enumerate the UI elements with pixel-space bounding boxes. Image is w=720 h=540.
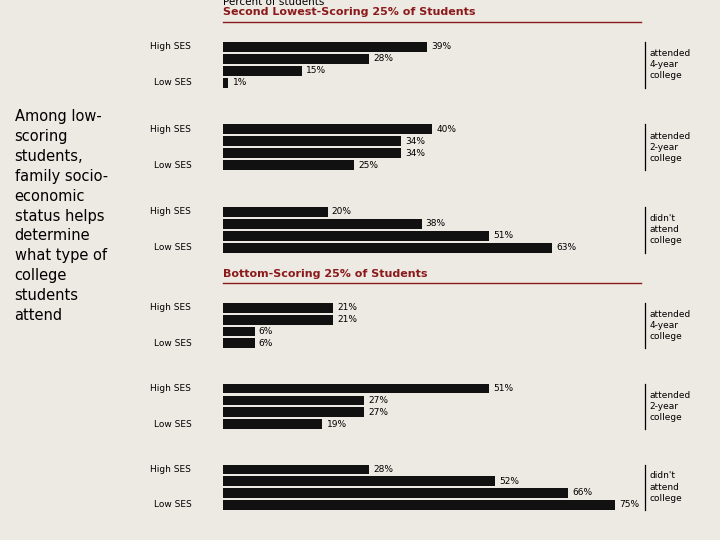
Text: High SES: High SES bbox=[150, 465, 192, 474]
Text: 20%: 20% bbox=[332, 207, 352, 216]
Bar bbox=[223, 396, 364, 405]
Bar bbox=[223, 207, 328, 217]
Text: 38%: 38% bbox=[426, 219, 446, 228]
Text: Low SES: Low SES bbox=[153, 243, 192, 252]
Text: High SES: High SES bbox=[150, 303, 192, 313]
Text: 52%: 52% bbox=[499, 477, 519, 485]
Bar bbox=[223, 315, 333, 325]
Text: High SES: High SES bbox=[150, 384, 192, 393]
Text: 25%: 25% bbox=[358, 161, 378, 170]
Bar bbox=[223, 384, 490, 394]
Bar bbox=[223, 488, 568, 498]
Text: Bottom-Scoring 25% of Students: Bottom-Scoring 25% of Students bbox=[223, 269, 428, 279]
Text: Low SES: Low SES bbox=[153, 78, 192, 87]
Text: didn't
attend
college: didn't attend college bbox=[649, 214, 682, 245]
Text: High SES: High SES bbox=[150, 125, 192, 133]
Text: 34%: 34% bbox=[405, 148, 425, 158]
Bar bbox=[223, 160, 354, 170]
Text: High SES: High SES bbox=[150, 207, 192, 216]
Text: 28%: 28% bbox=[374, 465, 394, 474]
Text: 51%: 51% bbox=[494, 384, 514, 393]
Text: Percent of students: Percent of students bbox=[223, 0, 325, 7]
Text: didn't
attend
college: didn't attend college bbox=[649, 471, 682, 503]
Text: 15%: 15% bbox=[306, 66, 326, 75]
Text: 19%: 19% bbox=[327, 420, 347, 429]
Text: 6%: 6% bbox=[258, 339, 273, 348]
Text: 39%: 39% bbox=[431, 42, 451, 51]
Text: 40%: 40% bbox=[436, 125, 456, 133]
Bar bbox=[223, 78, 228, 87]
Bar bbox=[223, 407, 364, 417]
Bar bbox=[223, 500, 615, 510]
Text: Among low-
scoring
students,
family socio-
economic
status helps
determine
what : Among low- scoring students, family soci… bbox=[14, 110, 108, 322]
Text: 1%: 1% bbox=[233, 78, 247, 87]
Text: Low SES: Low SES bbox=[153, 161, 192, 170]
Bar bbox=[223, 231, 490, 241]
Bar bbox=[223, 66, 302, 76]
Bar bbox=[223, 42, 427, 51]
Text: High SES: High SES bbox=[150, 42, 192, 51]
Bar bbox=[223, 327, 255, 336]
Text: attended
2-year
college: attended 2-year college bbox=[649, 132, 690, 163]
Bar bbox=[223, 476, 495, 486]
Bar bbox=[223, 303, 333, 313]
Text: attended
4-year
college: attended 4-year college bbox=[649, 310, 690, 341]
Text: 21%: 21% bbox=[337, 303, 357, 313]
Text: Second Lowest-Scoring 25% of Students: Second Lowest-Scoring 25% of Students bbox=[223, 6, 476, 17]
Bar bbox=[223, 148, 400, 158]
Bar bbox=[223, 339, 255, 348]
Text: Low SES: Low SES bbox=[153, 339, 192, 348]
Text: 28%: 28% bbox=[374, 54, 394, 63]
Bar bbox=[223, 419, 323, 429]
Text: 75%: 75% bbox=[619, 500, 639, 509]
Text: 21%: 21% bbox=[337, 315, 357, 324]
Text: 34%: 34% bbox=[405, 137, 425, 146]
Text: attended
4-year
college: attended 4-year college bbox=[649, 49, 690, 80]
Text: 6%: 6% bbox=[258, 327, 273, 336]
Text: Low SES: Low SES bbox=[153, 500, 192, 509]
Text: attended
2-year
college: attended 2-year college bbox=[649, 391, 690, 422]
Bar bbox=[223, 53, 369, 64]
Text: 66%: 66% bbox=[572, 488, 592, 497]
Bar bbox=[223, 464, 369, 474]
Text: 51%: 51% bbox=[494, 231, 514, 240]
Text: 27%: 27% bbox=[369, 396, 388, 405]
Text: 63%: 63% bbox=[557, 243, 577, 252]
Text: 27%: 27% bbox=[369, 408, 388, 417]
Bar bbox=[223, 124, 432, 134]
Bar bbox=[223, 219, 421, 228]
Bar bbox=[223, 136, 400, 146]
Text: Low SES: Low SES bbox=[153, 420, 192, 429]
Bar bbox=[223, 243, 552, 253]
